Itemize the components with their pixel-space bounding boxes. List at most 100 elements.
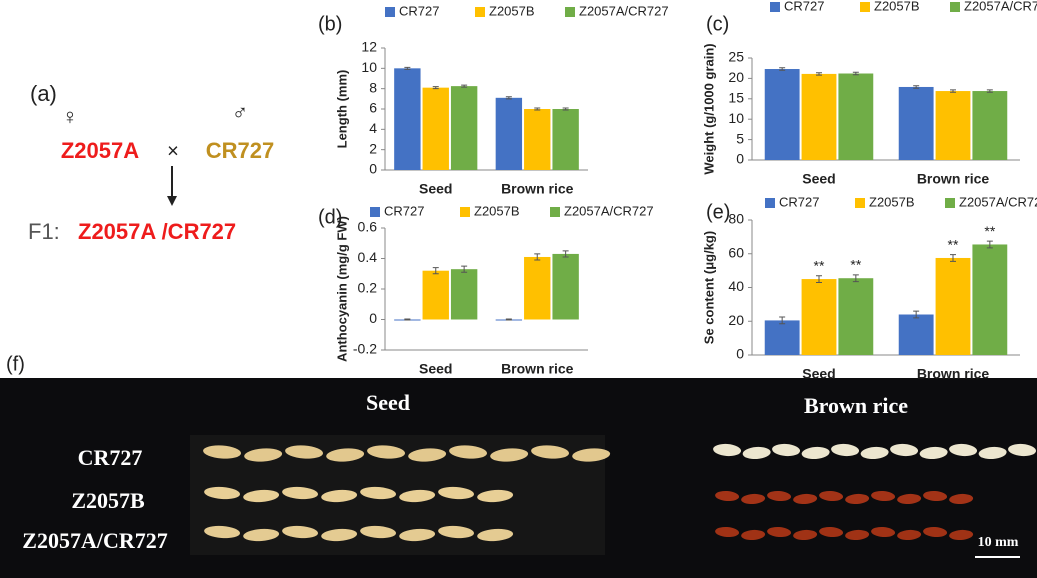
error-bar bbox=[461, 265, 468, 273]
panel-label: (d) bbox=[318, 206, 342, 228]
y-tick-label: 10 bbox=[361, 59, 377, 75]
grain bbox=[438, 525, 475, 539]
error-bar bbox=[816, 72, 822, 76]
arrow-head bbox=[167, 196, 177, 206]
grain bbox=[715, 526, 740, 538]
grain bbox=[203, 445, 242, 459]
row-label: CR727 bbox=[78, 445, 143, 470]
panel-label: (b) bbox=[318, 13, 342, 35]
legend-swatch bbox=[855, 198, 865, 208]
f1-name: Z2057A /CR727 bbox=[78, 219, 236, 244]
legend-swatch bbox=[770, 2, 780, 12]
bar bbox=[764, 320, 800, 355]
bar bbox=[838, 278, 874, 355]
legend-label: Z2057B bbox=[874, 0, 920, 13]
error-bar bbox=[816, 275, 822, 283]
grain bbox=[282, 525, 319, 539]
grain bbox=[949, 443, 978, 457]
y-tick-label: 10 bbox=[728, 110, 744, 126]
grain bbox=[477, 528, 514, 542]
error-bar bbox=[404, 66, 411, 70]
error-bar bbox=[562, 250, 569, 258]
y-tick-label: 0 bbox=[736, 151, 744, 167]
legend-swatch bbox=[565, 7, 575, 17]
legend-swatch bbox=[950, 2, 960, 12]
y-tick-label: 20 bbox=[728, 312, 744, 328]
grain bbox=[923, 526, 948, 538]
y-tick-label: 12 bbox=[361, 39, 377, 55]
y-tick-label: 0.2 bbox=[358, 280, 378, 296]
error-bar bbox=[534, 107, 541, 111]
grain bbox=[490, 448, 529, 462]
panel-label: (a) bbox=[30, 81, 57, 106]
legend-label: Z2057A/CR727 bbox=[964, 0, 1037, 13]
grain bbox=[919, 446, 948, 460]
error-bar bbox=[950, 89, 956, 93]
y-axis-label: Se content (μg/kg) bbox=[701, 231, 716, 344]
male-symbol: ♂ bbox=[232, 100, 249, 125]
legend-swatch bbox=[460, 207, 470, 217]
y-axis-label: Length (mm) bbox=[334, 70, 349, 149]
grain bbox=[204, 486, 241, 500]
bar bbox=[524, 256, 551, 320]
grain bbox=[713, 443, 742, 457]
grain bbox=[819, 526, 844, 538]
grain bbox=[244, 448, 283, 462]
bar bbox=[801, 73, 837, 160]
grain bbox=[801, 446, 830, 460]
x-tick-label: Seed bbox=[802, 366, 835, 382]
error-bar bbox=[950, 254, 956, 262]
bar bbox=[422, 87, 449, 170]
grain bbox=[845, 529, 870, 541]
significance: ** bbox=[984, 223, 995, 239]
grain bbox=[1008, 443, 1037, 457]
significance: ** bbox=[814, 257, 825, 273]
legend-swatch bbox=[370, 207, 380, 217]
y-tick-label: 80 bbox=[728, 211, 744, 227]
mother: Z2057A bbox=[61, 138, 139, 163]
grain bbox=[793, 529, 818, 541]
panel-label: (f) bbox=[6, 353, 25, 375]
legend-label: CR727 bbox=[384, 203, 424, 218]
error-bar bbox=[913, 310, 920, 319]
panel-label: (e) bbox=[706, 201, 730, 223]
error-bar bbox=[534, 253, 541, 261]
grain bbox=[871, 490, 896, 502]
bar bbox=[495, 97, 523, 170]
grain bbox=[860, 446, 889, 460]
y-tick-label: 40 bbox=[728, 278, 744, 294]
grain bbox=[871, 526, 896, 538]
y-tick-label: 2 bbox=[369, 140, 377, 156]
bar bbox=[838, 73, 874, 160]
legend-swatch bbox=[765, 198, 775, 208]
error-bar bbox=[986, 240, 993, 249]
x-tick-label: Brown rice bbox=[917, 366, 990, 382]
significance: ** bbox=[948, 236, 959, 252]
x-tick-label: Seed bbox=[802, 171, 835, 187]
bar bbox=[450, 269, 478, 320]
bar bbox=[394, 68, 421, 170]
error-bar bbox=[432, 86, 439, 90]
y-tick-label: 25 bbox=[728, 49, 744, 65]
x-tick-label: Seed bbox=[419, 181, 452, 197]
error-bar bbox=[913, 85, 920, 89]
legend-label: Z2057A/CR727 bbox=[959, 194, 1037, 209]
father: CR727 bbox=[206, 138, 274, 163]
row-label: Z2057B bbox=[71, 488, 145, 513]
error-bar bbox=[852, 71, 859, 76]
legend-swatch bbox=[385, 7, 395, 17]
bar bbox=[898, 86, 934, 160]
grain bbox=[572, 448, 611, 462]
legend-label: CR727 bbox=[779, 194, 819, 209]
grain bbox=[326, 448, 365, 462]
grain bbox=[897, 529, 922, 541]
legend-label: Z2057A/CR727 bbox=[579, 3, 669, 18]
legend-label: Z2057A/CR727 bbox=[564, 203, 654, 218]
photo-heading: Seed bbox=[366, 390, 410, 415]
grain bbox=[978, 446, 1007, 460]
grain bbox=[949, 493, 974, 505]
significance: ** bbox=[850, 257, 861, 273]
grain bbox=[715, 490, 740, 502]
grain bbox=[531, 445, 570, 459]
